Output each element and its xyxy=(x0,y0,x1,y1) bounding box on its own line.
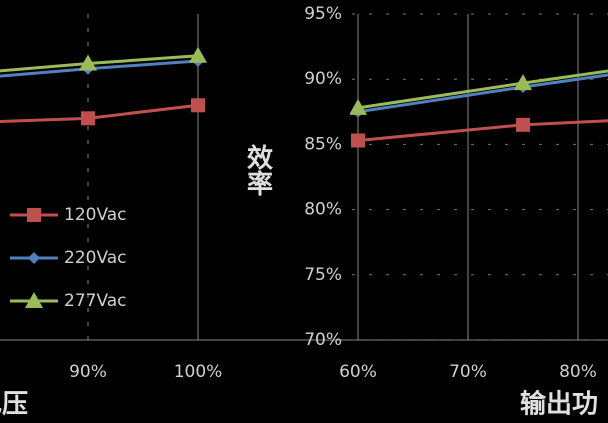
x-tick-label: 90% xyxy=(69,362,107,382)
marker xyxy=(79,54,97,71)
legend-marker xyxy=(28,252,40,264)
x-axis-label: 输出功 xyxy=(520,389,598,420)
marker xyxy=(514,74,532,91)
marker xyxy=(350,98,367,115)
y-tick-label: 70% xyxy=(304,330,342,350)
x-tick-label: 100% xyxy=(174,362,223,382)
y-tick-label: 90% xyxy=(304,69,342,89)
y-tick-label: 75% xyxy=(304,265,342,285)
y-axis-label: 效率 xyxy=(243,143,273,196)
legend-marker xyxy=(27,208,41,222)
series-line xyxy=(357,119,608,142)
marker xyxy=(516,117,530,132)
legend-label: 220Vac xyxy=(64,248,127,268)
plot-area xyxy=(350,69,608,148)
x-tick-label: 80% xyxy=(559,362,597,382)
y-tick-label: 80% xyxy=(304,200,342,220)
marker xyxy=(351,133,365,148)
marker xyxy=(189,46,207,63)
marker xyxy=(191,98,205,113)
plot-area xyxy=(0,46,207,126)
x-axis-label: 电压 xyxy=(0,390,28,420)
series-line xyxy=(357,69,608,110)
legend-label: 120Vac xyxy=(64,205,127,225)
legend-marker xyxy=(25,292,43,308)
series-line xyxy=(0,103,199,123)
y-tick-label: 85% xyxy=(304,134,342,154)
x-tick-label: 70% xyxy=(449,362,487,382)
y-tick-label: 95% xyxy=(304,4,342,24)
legend-label: 277Vac xyxy=(64,291,127,311)
marker xyxy=(81,111,95,126)
x-tick-label: 60% xyxy=(339,362,377,382)
